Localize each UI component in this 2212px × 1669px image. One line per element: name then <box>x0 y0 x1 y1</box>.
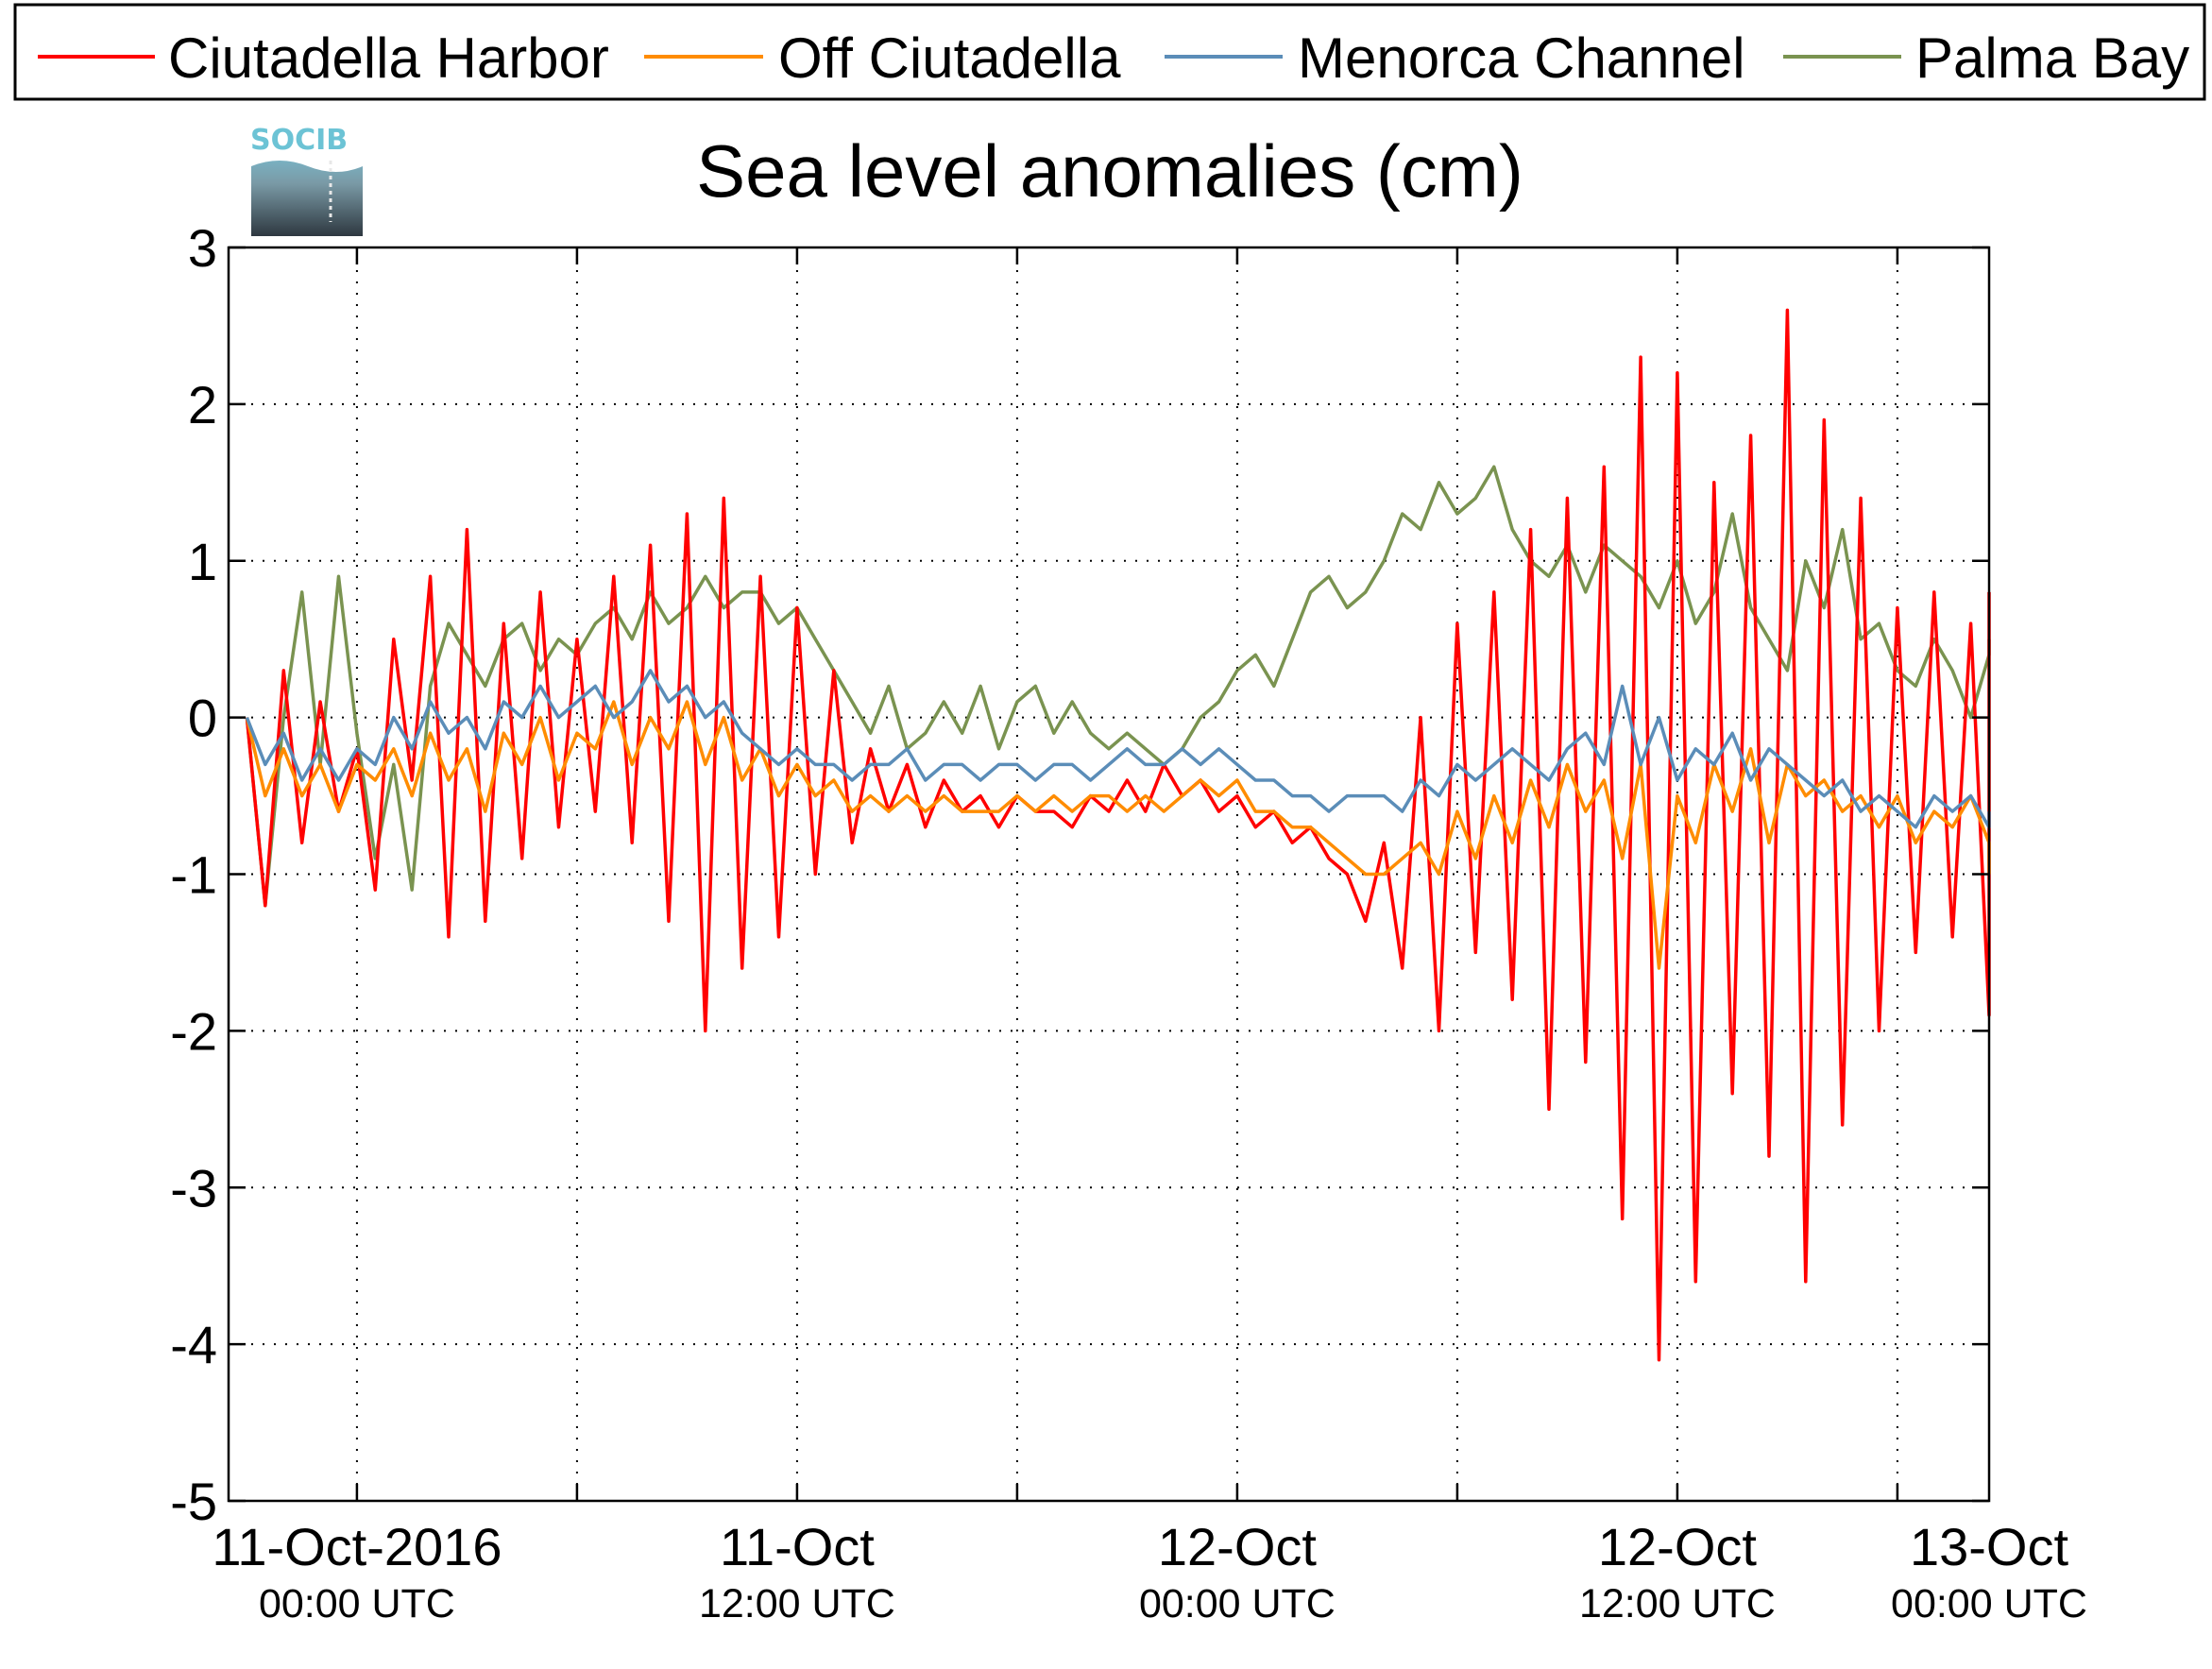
legend-label-menorca-channel: Menorca Channel <box>1298 26 1745 90</box>
logo-wave <box>251 155 363 172</box>
y-tick-label: -1 <box>170 845 217 905</box>
series-layer <box>245 308 1991 1362</box>
legend: Ciutadella Harbor Off Ciutadella Menorca… <box>13 3 2206 101</box>
x-tick-label-time: 12:00 UTC <box>699 1581 895 1626</box>
x-tick-labels: 11-Oct-2016 00:00 UTC 11-Oct 12:00 UTC 12-Oc… <box>212 1517 2087 1626</box>
plot-frame-bg <box>229 247 1989 1501</box>
tick-marks <box>229 246 1989 1503</box>
x-tick-label-date: 11-Oct <box>720 1517 875 1576</box>
y-tick-label: -2 <box>170 1001 217 1061</box>
series-ciutadella-harbor <box>245 308 1991 1362</box>
legend-box <box>13 3 2206 101</box>
grid <box>229 247 1989 1501</box>
y-tick-label: 3 <box>188 218 217 278</box>
y-tick-label: 0 <box>188 689 217 748</box>
series-menorca-channel <box>245 669 1991 829</box>
x-tick-label-date: 13-Oct <box>1910 1517 2068 1576</box>
series-palma-bay <box>245 465 1991 908</box>
x-tick-label-time: 00:00 UTC <box>1891 1581 2087 1626</box>
socib-logo: SOCIB <box>250 124 363 236</box>
x-tick-label-date: 12-Oct <box>1598 1517 1757 1576</box>
y-tick-label: 2 <box>188 375 217 434</box>
chart-title: Sea level anomalies (cm) <box>696 129 1523 213</box>
legend-label-off-ciutadella: Off Ciutadella <box>778 26 1121 90</box>
x-tick-label-time: 00:00 UTC <box>259 1581 455 1626</box>
x-tick-label-time: 12:00 UTC <box>1579 1581 1776 1626</box>
x-tick-label-time: 00:00 UTC <box>1139 1581 1336 1626</box>
y-tick-label: 1 <box>188 532 217 591</box>
y-tick-labels: 3 2 1 0 -1 -2 -3 -4 -5 <box>170 218 217 1531</box>
y-tick-label: -4 <box>170 1315 217 1374</box>
x-tick-label-date: 11-Oct-2016 <box>212 1517 502 1576</box>
legend-label-palma-bay: Palma Bay <box>1915 26 2189 90</box>
legend-label-ciutadella-harbor: Ciutadella Harbor <box>168 26 609 90</box>
x-tick-label-date: 12-Oct <box>1158 1517 1317 1576</box>
y-tick-label: -5 <box>170 1472 217 1531</box>
y-tick-label: -3 <box>170 1158 217 1218</box>
logo-text: SOCIB <box>250 124 348 157</box>
